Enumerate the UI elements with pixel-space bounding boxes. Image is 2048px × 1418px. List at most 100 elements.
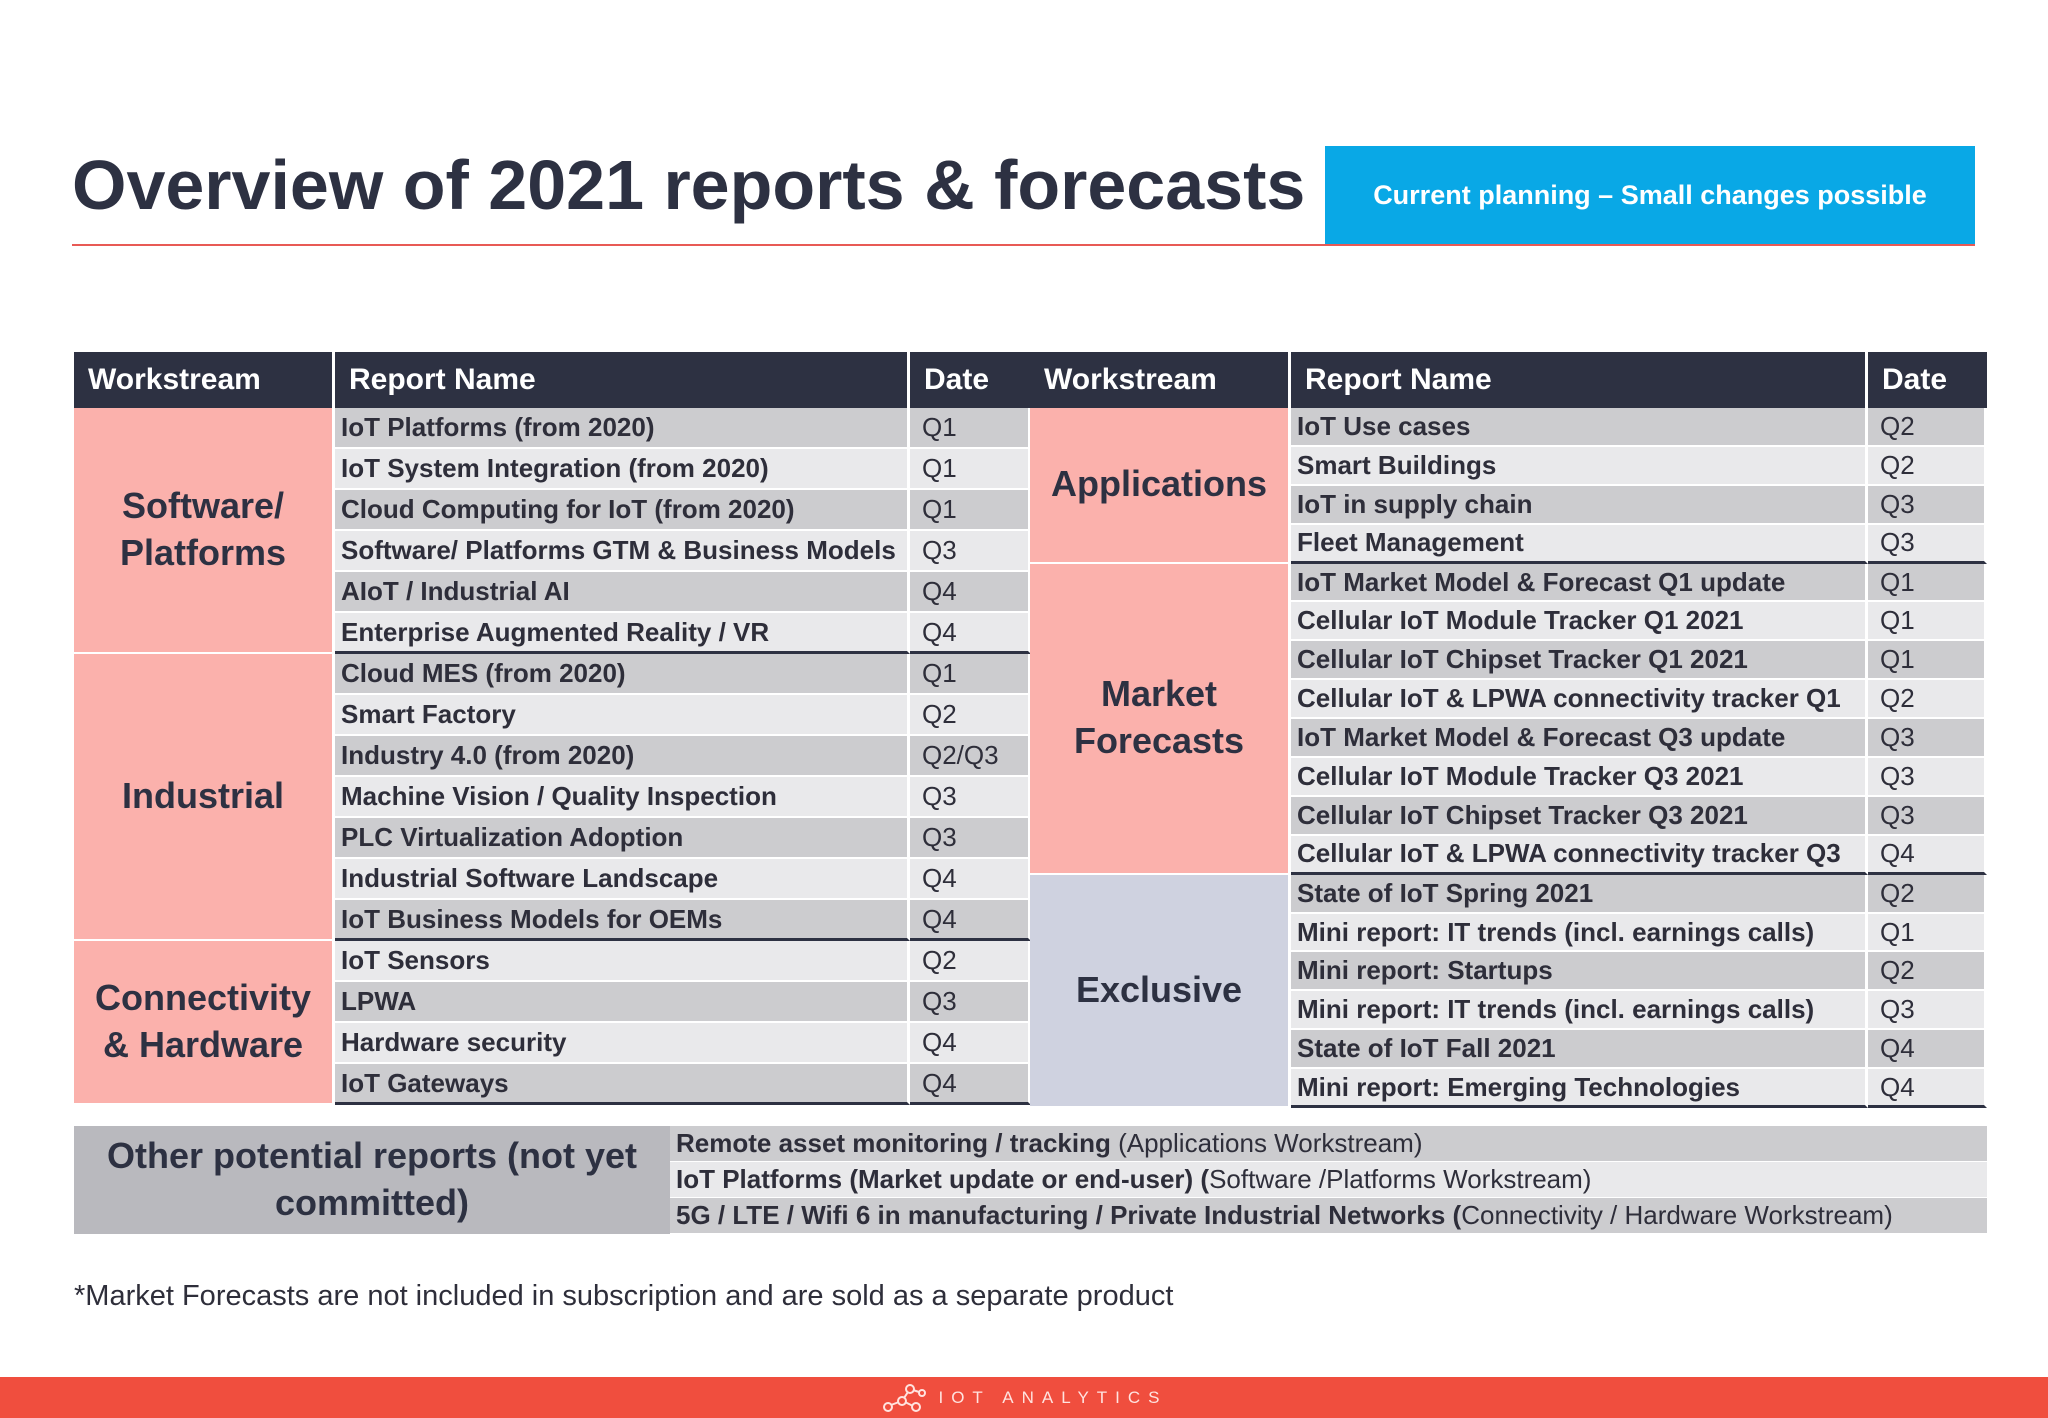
report-date-cell: Q2 (910, 941, 1031, 982)
table-row: IoT in supply chain Q3 (1030, 485, 1987, 525)
table-row: Cellular IoT Chipset Tracker Q1 2021 Q1 (1030, 641, 1987, 681)
report-date-cell: Q1 (910, 654, 1031, 695)
table-row: Cellular IoT Chipset Tracker Q3 2021 Q3 (1030, 796, 1987, 836)
report-date-cell: Q4 (910, 1064, 1031, 1105)
report-date-cell: Q4 (1868, 1069, 1987, 1109)
report-name-cell: Cellular IoT Module Tracker Q3 2021 (1291, 758, 1868, 797)
report-name-cell: Mini report: Startups (1291, 952, 1868, 992)
table-row: PLC Virtualization Adoption Q3 (74, 818, 1031, 859)
report-name-cell: Cellular IoT Chipset Tracker Q3 2021 (1291, 796, 1868, 836)
table-row: Enterprise Augmented Reality / VR Q4 (74, 613, 1031, 654)
report-date-cell: Q3 (1868, 991, 1987, 1031)
other-report-workstream: (Applications Workstream) (1110, 1128, 1423, 1158)
report-date-cell: Q3 (1868, 524, 1987, 564)
table-row: Cloud Computing for IoT (from 2020) Q1 (74, 490, 1031, 531)
header-workstream: Workstream (74, 352, 335, 408)
other-report-item: 5G / LTE / Wifi 6 in manufacturing / Pri… (670, 1198, 1987, 1234)
report-date-cell: Q3 (1868, 796, 1987, 836)
table-row: Cellular IoT Module Tracker Q3 2021 Q3 (1030, 758, 1987, 797)
iot-analytics-logo: IOT ANALYTICS (880, 1381, 1167, 1415)
report-date-cell: Q1 (1868, 641, 1987, 681)
report-name-cell: IoT Platforms (from 2020) (335, 408, 910, 449)
table-row: Mini report: Emerging Technologies Q4 (1030, 1069, 1987, 1109)
right-reports-table: Workstream Report Name Date Applications… (1030, 352, 1987, 1109)
report-date-cell: Q1 (910, 490, 1031, 531)
table-row: Fleet Management Q3 (1030, 524, 1987, 564)
report-name-cell: PLC Virtualization Adoption (335, 818, 910, 859)
report-date-cell: Q2 (1868, 874, 1987, 914)
table-row: Mini report: IT trends (incl. earnings c… (1030, 991, 1987, 1031)
table-row: Cellular IoT & LPWA connectivity tracker… (1030, 680, 1987, 720)
table-row: Market Forecasts IoT Market Model & Forec… (1030, 563, 1987, 875)
report-name-cell: State of IoT Fall 2021 (1291, 1030, 1868, 1070)
report-name-cell: Smart Factory (335, 695, 910, 736)
report-name-cell: IoT Use cases (1291, 408, 1868, 447)
report-name-cell: IoT Gateways (335, 1064, 910, 1105)
other-report-title: 5G / LTE / Wifi 6 in manufacturing / Pri… (676, 1200, 1462, 1230)
table-row: IoT Business Models for OEMs Q4 (74, 900, 1031, 941)
report-date-cell: Q4 (910, 572, 1031, 613)
report-date-cell: Q3 (910, 531, 1031, 572)
report-name-cell: Cellular IoT Module Tracker Q1 2021 (1291, 602, 1868, 642)
table-row: AIoT / Industrial AI Q4 (74, 572, 1031, 613)
report-name-cell: Cloud Computing for IoT (from 2020) (335, 490, 910, 531)
table-row: IoT Market Model & Forecast Q3 update Q3 (1030, 719, 1987, 759)
report-name-cell: Cellular IoT & LPWA connectivity tracker… (1291, 680, 1868, 720)
table-row: Smart Buildings Q2 (1030, 446, 1987, 486)
workstream-cell: Exclusive (1030, 874, 1291, 1109)
report-date-cell: Q1 (1868, 563, 1987, 603)
report-date-cell: Q1 (1868, 913, 1987, 953)
report-name-cell: Enterprise Augmented Reality / VR (335, 613, 910, 654)
report-date-cell: Q2 (1868, 408, 1987, 447)
report-date-cell: Q3 (910, 818, 1031, 859)
report-name-cell: IoT Market Model & Forecast Q1 update (1291, 563, 1868, 603)
other-report-title: IoT Platforms (Market update or end-user… (676, 1164, 1210, 1194)
table-row: Industrial Cloud MES (from 2020) Q1 (74, 654, 1031, 941)
workstream-cell: Market Forecasts (1030, 563, 1291, 875)
report-name-cell: Cloud MES (from 2020) (335, 654, 910, 695)
report-name-cell: IoT Sensors (335, 941, 910, 982)
report-date-cell: Q2 (1868, 446, 1987, 486)
table-row: Smart Factory Q2 (74, 695, 1031, 736)
table-row: Mini report: IT trends (incl. earnings c… (1030, 913, 1987, 953)
report-date-cell: Q4 (1868, 835, 1987, 875)
report-date-cell: Q1 (910, 449, 1031, 490)
report-date-cell: Q3 (910, 777, 1031, 818)
report-name-cell: Mini report: Emerging Technologies (1291, 1069, 1868, 1109)
report-date-cell: Q3 (1868, 758, 1987, 797)
report-name-cell: State of IoT Spring 2021 (1291, 874, 1868, 914)
report-date-cell: Q1 (910, 408, 1031, 449)
report-name-cell: Cellular IoT & LPWA connectivity tracker… (1291, 835, 1868, 875)
report-date-cell: Q2 (1868, 680, 1987, 720)
page-title: Overview of 2021 reports & forecasts (72, 146, 1306, 224)
report-date-cell: Q3 (910, 982, 1031, 1023)
report-name-cell: Fleet Management (1291, 524, 1868, 564)
report-name-cell: IoT System Integration (from 2020) (335, 449, 910, 490)
report-date-cell: Q2 (1868, 952, 1987, 992)
title-divider (72, 244, 1975, 246)
table-header-row: Workstream Report Name Date (1030, 352, 1987, 408)
workstream-cell: Software/ Platforms (74, 408, 335, 654)
workstream-cell: Industrial (74, 654, 335, 941)
report-name-cell: LPWA (335, 982, 910, 1023)
report-name-cell: Industry 4.0 (from 2020) (335, 736, 910, 777)
report-date-cell: Q3 (1868, 719, 1987, 759)
report-date-cell: Q4 (910, 613, 1031, 654)
table-row: IoT Gateways Q4 (74, 1064, 1031, 1105)
report-name-cell: Hardware security (335, 1023, 910, 1064)
table-row: Cellular IoT & LPWA connectivity tracker… (1030, 835, 1987, 875)
other-reports-label: Other potential reports (not yet committ… (74, 1126, 670, 1234)
logo-text: IOT ANALYTICS (938, 1387, 1168, 1407)
footnote: *Market Forecasts are not included in su… (74, 1280, 1174, 1312)
report-name-cell: Machine Vision / Quality Inspection (335, 777, 910, 818)
table-row: Software/ Platforms GTM & Business Model… (74, 531, 1031, 572)
report-date-cell: Q2/Q3 (910, 736, 1031, 777)
report-name-cell: IoT Market Model & Forecast Q3 update (1291, 719, 1868, 759)
header-workstream: Workstream (1030, 352, 1291, 408)
report-date-cell: Q4 (1868, 1030, 1987, 1070)
table-row: Hardware security Q4 (74, 1023, 1031, 1064)
table-row: State of IoT Fall 2021 Q4 (1030, 1030, 1987, 1070)
table-header-row: Workstream Report Name Date (74, 352, 1031, 408)
table-row: LPWA Q3 (74, 982, 1031, 1023)
table-row: Applications IoT Use cases Q2 (1030, 408, 1987, 564)
